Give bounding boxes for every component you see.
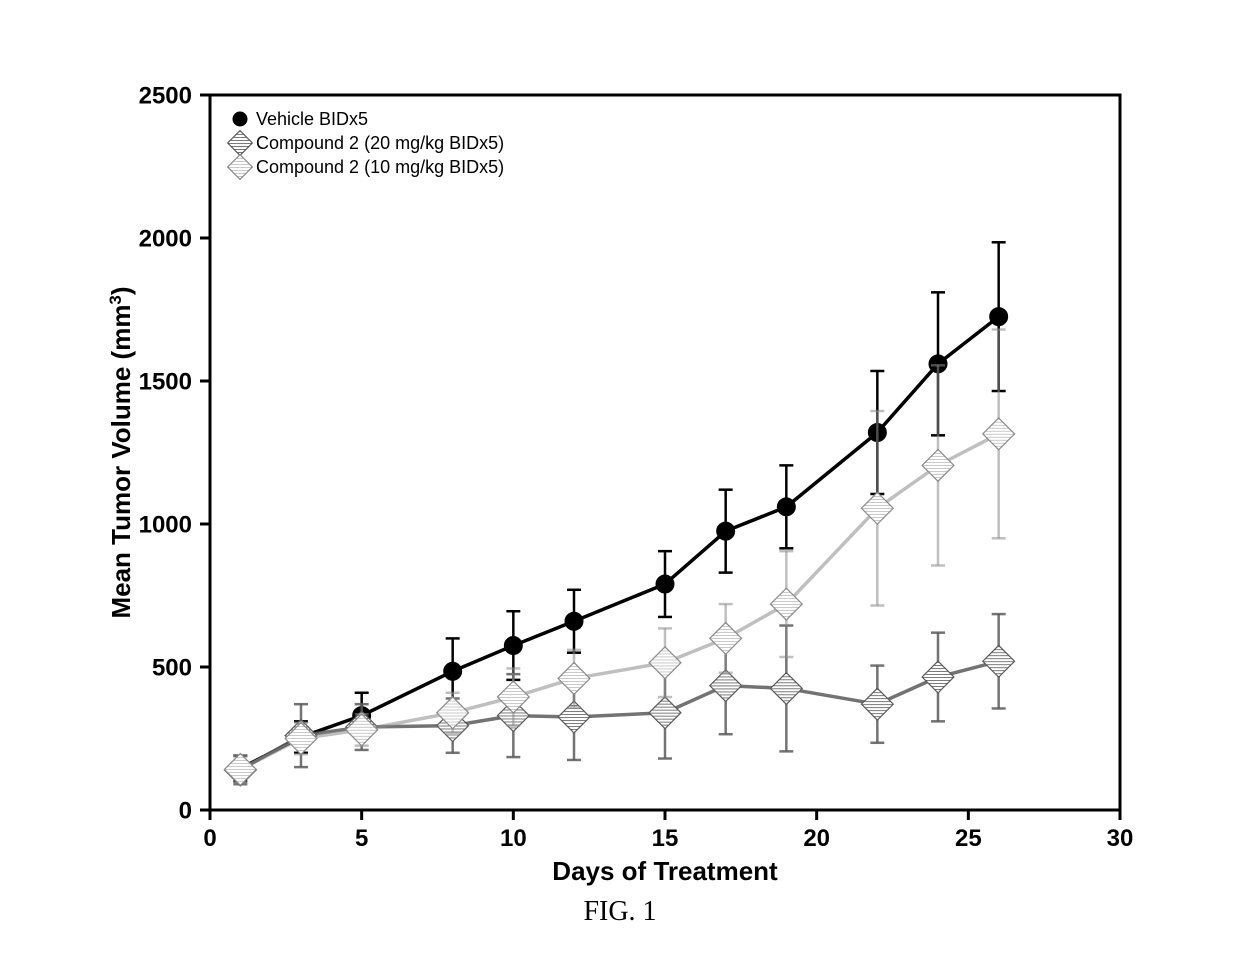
data-marker-circle bbox=[444, 662, 462, 680]
data-marker-circle bbox=[656, 575, 674, 593]
x-tick-label: 10 bbox=[500, 825, 527, 852]
data-marker-circle bbox=[233, 112, 247, 126]
y-tick-label: 1500 bbox=[139, 368, 192, 395]
data-marker-circle bbox=[504, 637, 522, 655]
data-marker-circle bbox=[565, 612, 583, 630]
x-tick-label: 30 bbox=[1107, 825, 1134, 852]
data-marker-circle bbox=[777, 498, 795, 516]
data-marker-circle bbox=[717, 522, 735, 540]
x-axis-label: Days of Treatment bbox=[552, 856, 778, 886]
y-tick-label: 1000 bbox=[139, 511, 192, 538]
legend-label: Compound 2 (20 mg/kg BIDx5) bbox=[256, 133, 504, 153]
legend-label: Compound 2 (10 mg/kg BIDx5) bbox=[256, 157, 504, 177]
y-tick-label: 0 bbox=[179, 797, 192, 824]
y-tick-label: 500 bbox=[152, 654, 192, 681]
tumor-volume-chart: 0 5 10 15 20 25 30 0 500 1000 1500 2000 2500 Days of … bbox=[0, 0, 1240, 954]
y-axis-label: Mean Tumor Volume (mm3) bbox=[106, 286, 137, 618]
x-tick-label: 25 bbox=[955, 825, 982, 852]
y-tick-label: 2500 bbox=[139, 82, 192, 109]
x-tick-label: 5 bbox=[355, 825, 368, 852]
legend-label: Vehicle BIDx5 bbox=[256, 109, 368, 129]
figure-caption: FIG. 1 bbox=[583, 896, 656, 927]
x-tick-label: 15 bbox=[652, 825, 679, 852]
x-tick-label: 0 bbox=[203, 825, 216, 852]
figure-container: 0 5 10 15 20 25 30 0 500 1000 1500 2000 2500 Days of … bbox=[0, 0, 1240, 954]
data-marker-circle bbox=[990, 308, 1008, 326]
x-tick-label: 20 bbox=[803, 825, 830, 852]
y-tick-label: 2000 bbox=[139, 225, 192, 252]
